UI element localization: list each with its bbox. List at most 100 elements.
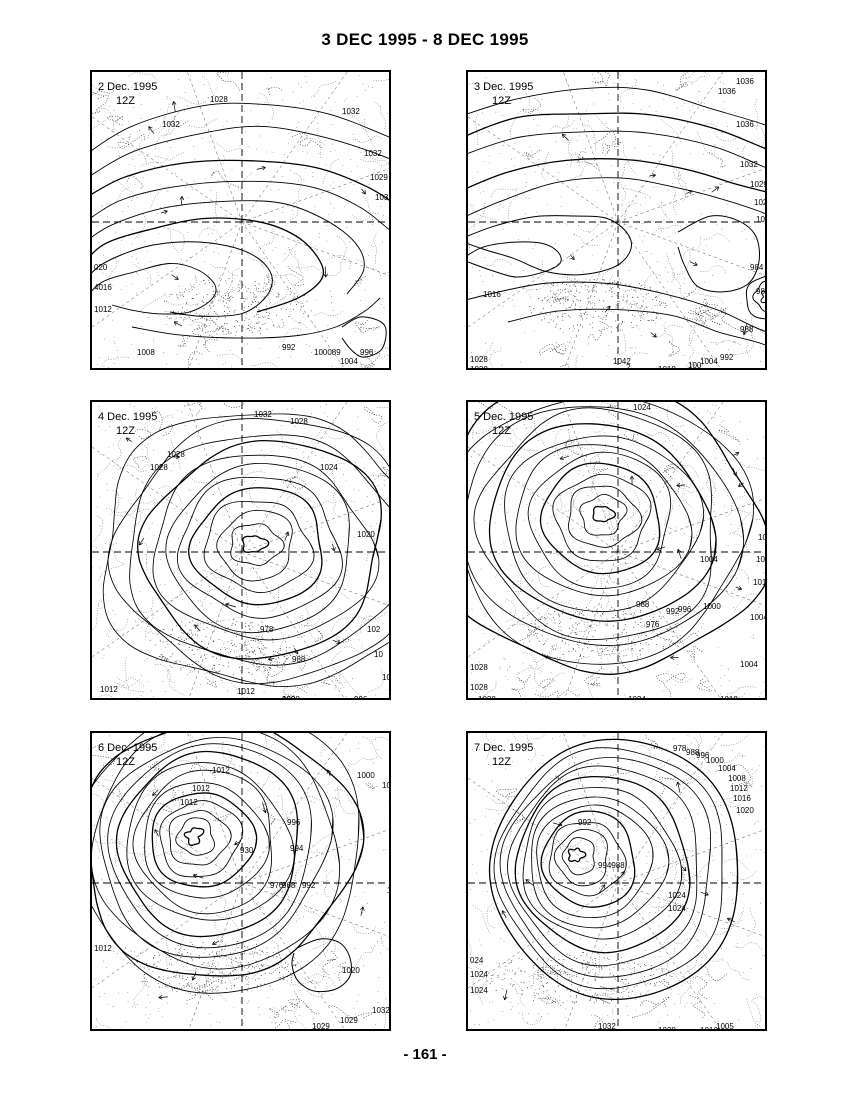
svg-text:1024: 1024 [470, 986, 488, 995]
svg-text:988: 988 [292, 655, 306, 664]
svg-text:2: 2 [626, 363, 631, 370]
svg-text:968: 968 [282, 881, 296, 890]
svg-text:1024: 1024 [668, 891, 686, 900]
svg-text:1028: 1028 [478, 695, 496, 700]
svg-text:024: 024 [470, 956, 484, 965]
svg-text:996: 996 [354, 695, 368, 700]
svg-text:1004: 1004 [718, 764, 736, 773]
svg-text:7 Dec. 1995: 7 Dec. 1995 [474, 742, 533, 754]
svg-text:12Z: 12Z [492, 95, 511, 107]
svg-text:1000: 1000 [297, 697, 315, 700]
svg-text:1032: 1032 [598, 1022, 616, 1031]
svg-text:1012: 1012 [180, 798, 198, 807]
svg-text:10: 10 [374, 650, 383, 659]
svg-text:102: 102 [756, 555, 767, 564]
svg-text:4016: 4016 [94, 283, 112, 292]
svg-text:978: 978 [673, 744, 687, 753]
svg-text:1004: 1004 [382, 781, 391, 790]
svg-text:988: 988 [636, 600, 650, 609]
svg-text:103: 103 [387, 886, 391, 895]
svg-text:1032: 1032 [740, 160, 758, 169]
svg-text:10: 10 [756, 215, 765, 224]
svg-text:5 Dec. 1995: 5 Dec. 1995 [474, 411, 533, 423]
svg-text:994: 994 [290, 844, 304, 853]
svg-text:1012: 1012 [237, 687, 255, 696]
svg-text:12Z: 12Z [116, 425, 135, 437]
svg-text:1024: 1024 [320, 463, 338, 472]
svg-text:12Z: 12Z [492, 425, 511, 437]
svg-text:1004: 1004 [700, 555, 718, 564]
svg-text:1024: 1024 [633, 403, 651, 412]
svg-text:1032: 1032 [254, 410, 272, 419]
svg-text:12Z: 12Z [116, 95, 135, 107]
svg-text:988: 988 [740, 325, 754, 334]
svg-text:1029: 1029 [340, 1016, 358, 1025]
svg-text:1028: 1028 [470, 663, 488, 672]
svg-text:1028: 1028 [470, 683, 488, 692]
svg-text:3 Dec. 1995: 3 Dec. 1995 [474, 81, 533, 93]
svg-text:1029: 1029 [750, 180, 767, 189]
svg-text:1012: 1012 [94, 944, 112, 953]
svg-text:101: 101 [753, 578, 767, 587]
svg-text:102: 102 [390, 936, 391, 945]
svg-text:103: 103 [375, 193, 389, 202]
svg-text:1028: 1028 [167, 450, 185, 459]
svg-text:1016: 1016 [483, 290, 501, 299]
svg-text:1000: 1000 [357, 771, 375, 780]
svg-text:1028: 1028 [470, 365, 488, 370]
svg-text:1028: 1028 [658, 1026, 676, 1031]
svg-text:1004: 1004 [750, 613, 767, 622]
svg-text:1020: 1020 [342, 966, 360, 975]
svg-text:102: 102 [754, 198, 767, 207]
svg-text:1020: 1020 [357, 530, 375, 539]
svg-text:1024: 1024 [668, 904, 686, 913]
svg-text:102: 102 [390, 911, 391, 920]
svg-text:1028: 1028 [290, 417, 308, 426]
svg-text:12Z: 12Z [116, 756, 135, 768]
svg-text:992: 992 [302, 881, 316, 890]
svg-text:992: 992 [282, 343, 296, 352]
svg-text:996: 996 [287, 818, 301, 827]
svg-text:1008: 1008 [728, 774, 746, 783]
svg-text:1004: 1004 [740, 660, 758, 669]
svg-text:1029: 1029 [312, 1022, 330, 1031]
svg-text:1004: 1004 [700, 357, 718, 366]
svg-text:1032: 1032 [162, 120, 180, 129]
svg-text:976: 976 [646, 620, 660, 629]
svg-text:930: 930 [240, 846, 254, 855]
svg-text:1016: 1016 [733, 794, 751, 803]
svg-text:12Z: 12Z [492, 756, 511, 768]
svg-text:1016: 1016 [700, 1026, 718, 1031]
svg-text:984: 984 [750, 263, 764, 272]
svg-text:1032: 1032 [364, 149, 382, 158]
svg-text:1012: 1012 [94, 305, 112, 314]
svg-text:1005: 1005 [716, 1022, 734, 1031]
svg-text:020: 020 [94, 263, 108, 272]
svg-text:1008: 1008 [390, 794, 391, 803]
svg-text:1028: 1028 [470, 355, 488, 364]
svg-text:1032: 1032 [342, 107, 360, 116]
svg-text:1004: 1004 [340, 357, 358, 366]
svg-text:1024: 1024 [470, 970, 488, 979]
svg-text:992: 992 [720, 353, 734, 362]
svg-text:996: 996 [360, 348, 374, 357]
svg-text:10: 10 [758, 533, 767, 542]
svg-text:100089: 100089 [314, 348, 341, 357]
svg-text:994988: 994988 [598, 861, 625, 870]
svg-text:1012: 1012 [212, 766, 230, 775]
svg-text:1012: 1012 [192, 784, 210, 793]
svg-text:102: 102 [367, 625, 381, 634]
svg-text:978: 978 [260, 625, 274, 634]
svg-text:2 Dec. 1995: 2 Dec. 1995 [98, 81, 157, 93]
svg-text:1036: 1036 [736, 77, 754, 86]
svg-text:1024: 1024 [628, 695, 646, 700]
svg-text:992: 992 [578, 818, 592, 827]
svg-text:10: 10 [382, 673, 391, 682]
svg-text:980: 980 [756, 287, 767, 296]
svg-text:1028: 1028 [150, 463, 168, 472]
svg-text:1012: 1012 [100, 685, 118, 694]
svg-text:1000: 1000 [703, 602, 721, 611]
svg-text:996: 996 [678, 605, 692, 614]
svg-text:1036: 1036 [736, 120, 754, 129]
svg-text:1020: 1020 [736, 806, 754, 815]
